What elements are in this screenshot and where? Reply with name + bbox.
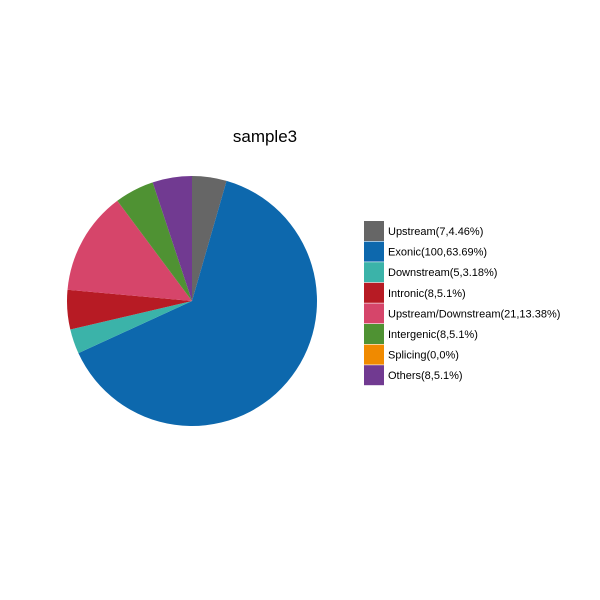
legend-label-upstream-downstream: Upstream/Downstream(21,13.38%) — [388, 308, 560, 320]
legend-label-upstream: Upstream(7,4.46%) — [388, 226, 483, 238]
legend-swatch-intergenic — [364, 324, 384, 344]
legend-label-downstream: Downstream(5,3.18%) — [388, 267, 497, 279]
legend-swatch-downstream — [364, 262, 384, 282]
chart-title: sample3 — [233, 127, 297, 146]
legend-label-exonic: Exonic(100,63.69%) — [388, 247, 487, 259]
legend-swatch-intronic — [364, 283, 384, 303]
legend-swatch-upstream-downstream — [364, 303, 384, 323]
legend-swatch-exonic — [364, 242, 384, 262]
pie-slices — [67, 176, 317, 426]
legend-label-splicing: Splicing(0,0%) — [388, 350, 459, 362]
legend-swatch-upstream — [364, 221, 384, 241]
legend-label-intronic: Intronic(8,5.1%) — [388, 288, 466, 300]
legend-label-others: Others(8,5.1%) — [388, 370, 463, 382]
legend-swatch-others — [364, 365, 384, 385]
legend: Upstream(7,4.46%) Exonic(100,63.69%) Downs… — [364, 221, 560, 385]
legend-swatch-splicing — [364, 345, 384, 365]
legend-label-intergenic: Intergenic(8,5.1%) — [388, 329, 478, 341]
